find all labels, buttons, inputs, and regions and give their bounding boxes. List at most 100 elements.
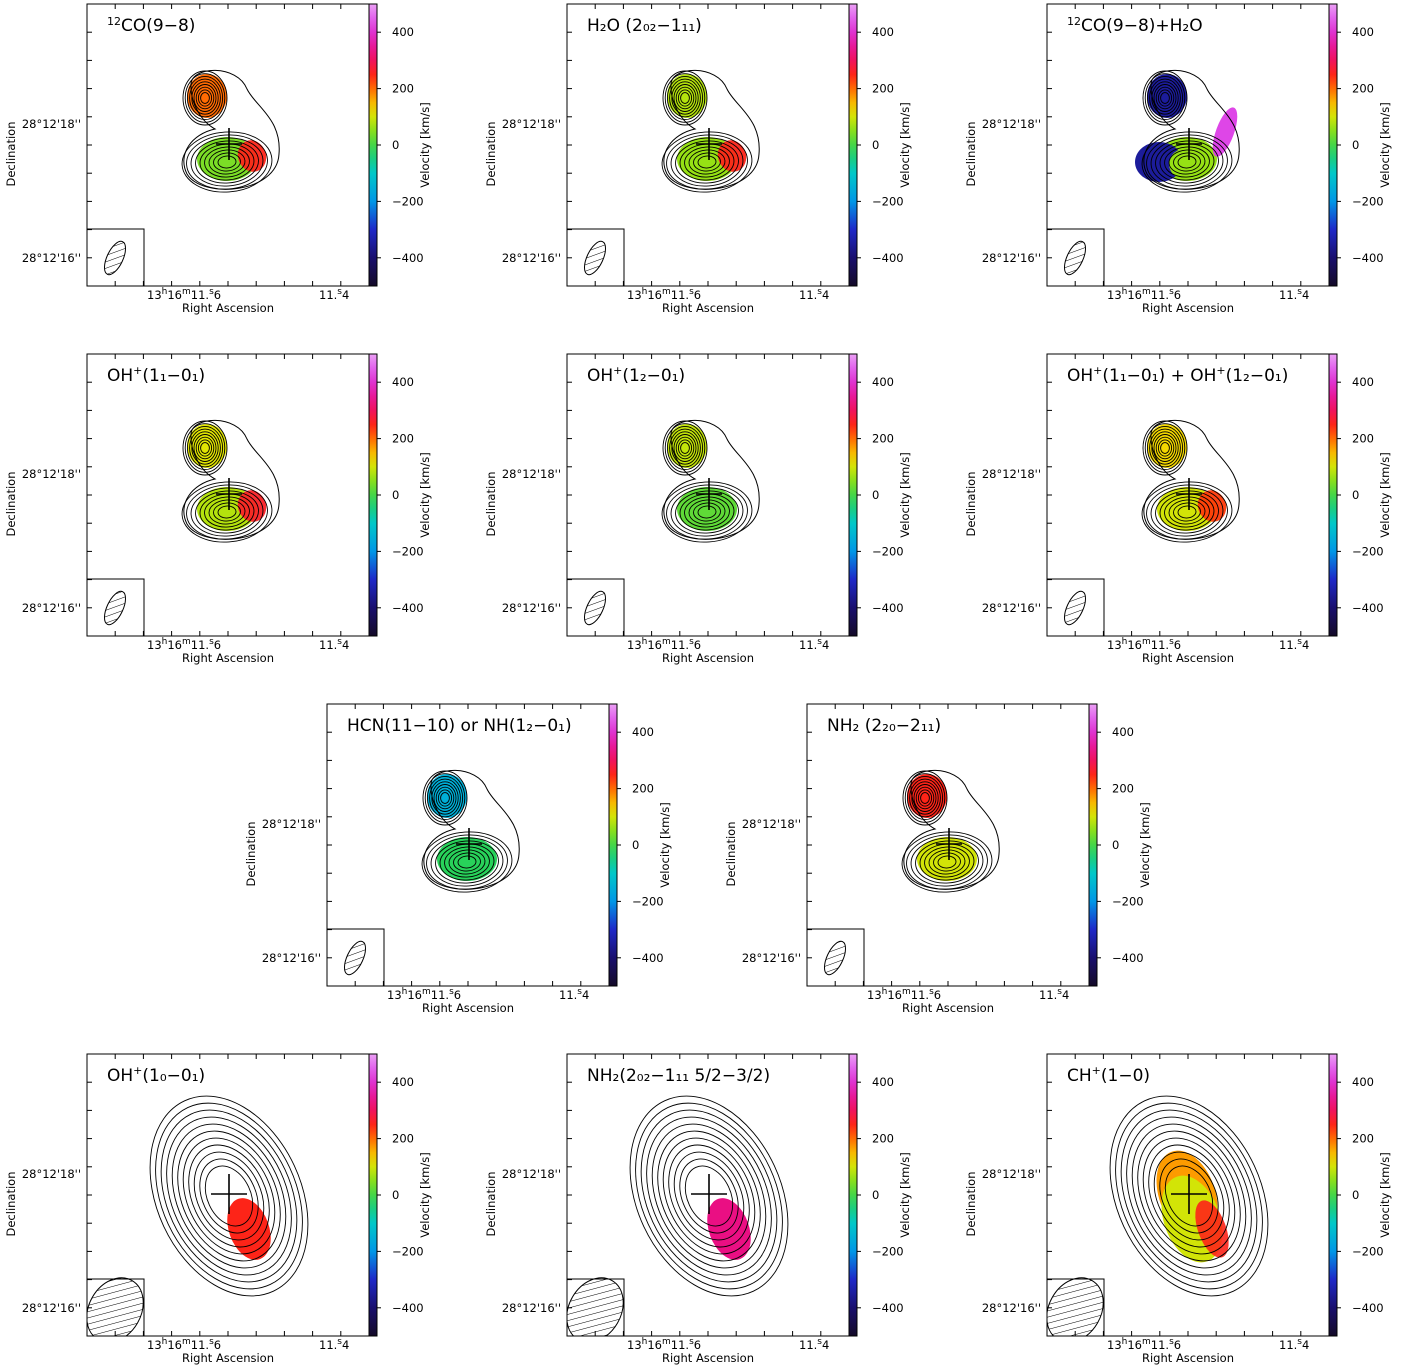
- contour-south: [675, 140, 739, 184]
- y-axis-label: Declination: [244, 821, 258, 886]
- contour-south: [453, 852, 481, 872]
- dec-tick-label: 28°12'16'': [502, 251, 561, 265]
- colorbar-label: Velocity [km/s]: [1378, 452, 1392, 537]
- panel-title: H₂O (2₀₂−1₁₁): [587, 16, 702, 36]
- ra-tick-label: 11.s4: [1039, 987, 1069, 1002]
- contour: [193, 1151, 265, 1241]
- colorbar-tick-label: −200: [1112, 894, 1144, 908]
- colorbar-tick-label: −200: [392, 194, 424, 208]
- contour-south: [1173, 502, 1201, 522]
- colorbar-tick-label: 200: [872, 432, 894, 446]
- dec-tick-label: 28°12'18'': [502, 117, 561, 131]
- contour-north: [669, 428, 701, 468]
- contour-north: [426, 775, 464, 821]
- colorbar-tick-label: −200: [632, 894, 664, 908]
- contour-south: [697, 155, 717, 169]
- contour-north: [195, 86, 215, 110]
- contour-south: [661, 131, 753, 193]
- colorbar-tick-label: −200: [392, 1244, 424, 1258]
- colorbar-tick-label: −200: [1352, 1244, 1384, 1258]
- colorbar-tick-label: 0: [632, 838, 639, 852]
- contour-south: [670, 487, 744, 537]
- contour-south: [213, 502, 241, 522]
- contour-north: [904, 773, 946, 823]
- contour-north: [915, 786, 935, 810]
- contour-south: [697, 505, 717, 519]
- colorbar-tick-label: 400: [1112, 725, 1134, 739]
- contour-north: [189, 78, 221, 118]
- beam-ellipse: [1047, 1277, 1104, 1336]
- contour-south: [693, 152, 721, 172]
- contour-north: [906, 775, 944, 821]
- dec-tick-label: 28°12'16'': [22, 601, 81, 615]
- contour-north: [191, 431, 219, 465]
- contour-south: [217, 155, 237, 169]
- contour-south: [928, 849, 966, 875]
- colorbar: [1328, 3, 1338, 287]
- contour: [668, 1144, 750, 1248]
- contour-north: [675, 436, 695, 460]
- contour-south: [181, 131, 273, 193]
- contour-north: [920, 792, 930, 804]
- beam-ellipse: [583, 240, 607, 276]
- contour-north: [1149, 78, 1181, 118]
- contour-north: [662, 70, 708, 126]
- contour-north: [435, 786, 455, 810]
- colorbar-tick-label: 0: [1112, 838, 1119, 852]
- contour-north: [913, 784, 937, 812]
- panel-title: NH₂ (2₂₀−2₁₁): [827, 716, 941, 736]
- x-axis-label: Right Ascension: [1142, 301, 1234, 315]
- contour-south: [1168, 149, 1206, 175]
- colorbar: [1328, 353, 1338, 637]
- colorbar-tick-label: 200: [392, 82, 414, 96]
- colorbar-tick-label: −400: [392, 251, 424, 265]
- contour-north: [429, 778, 461, 818]
- contour-south: [684, 146, 730, 178]
- dec-tick-label: 28°12'16'': [502, 601, 561, 615]
- ra-tick-label: 11.s4: [1279, 637, 1309, 652]
- contour-south: [430, 837, 504, 887]
- colorbar-tick-label: 400: [392, 375, 414, 389]
- ra-tick-label: 11.s4: [799, 287, 829, 302]
- contour: [177, 1130, 281, 1262]
- colorbar-tick-label: −400: [872, 601, 904, 615]
- ra-tick-label: 11.s4: [559, 987, 589, 1002]
- panel-title: OH+(1₁−0₁): [107, 364, 205, 386]
- colorbar: [848, 1053, 858, 1337]
- panel-title: NH₂(2₀₂−1₁₁ 5/2−3/2): [587, 1066, 770, 1086]
- contour-south: [684, 496, 730, 528]
- contour-south: [1173, 152, 1201, 172]
- contour-north: [193, 84, 217, 112]
- dec-tick-label: 28°12'16'': [22, 1301, 81, 1315]
- x-axis-label: Right Ascension: [662, 1351, 754, 1365]
- contour-south: [217, 505, 237, 519]
- colorbar: [608, 703, 618, 987]
- contour-south: [1150, 137, 1224, 187]
- contour-north: [917, 789, 933, 807]
- colorbar-tick-label: −400: [1352, 601, 1384, 615]
- beam-ellipse: [103, 240, 127, 276]
- contour-south: [195, 140, 259, 184]
- colorbar-label: Velocity [km/s]: [1138, 802, 1152, 887]
- colorbar-label: Velocity [km/s]: [418, 102, 432, 187]
- contour-south: [906, 834, 988, 890]
- colorbar-tick-label: 400: [1352, 1075, 1374, 1089]
- colorbar-tick-label: 400: [872, 375, 894, 389]
- ra-tick-label: 13h16m11.s6: [1107, 287, 1181, 302]
- contour-north: [1160, 442, 1170, 454]
- colorbar-tick-label: −400: [872, 251, 904, 265]
- plot-area: [1046, 1053, 1330, 1337]
- dec-tick-label: 28°12'18'': [982, 1167, 1041, 1181]
- contour: [1109, 1095, 1269, 1297]
- contour: [160, 1109, 298, 1283]
- contour-south: [670, 137, 744, 187]
- x-axis-label: Right Ascension: [662, 651, 754, 665]
- contour: [182, 1137, 276, 1255]
- dec-tick-label: 28°12'18'': [22, 1167, 81, 1181]
- contour-north: [422, 770, 468, 826]
- colorbar-label: Velocity [km/s]: [658, 802, 672, 887]
- contour-north: [440, 792, 450, 804]
- contour-outer: [423, 769, 520, 890]
- contour-south: [1146, 484, 1228, 540]
- colorbar-label: Velocity [km/s]: [1378, 102, 1392, 187]
